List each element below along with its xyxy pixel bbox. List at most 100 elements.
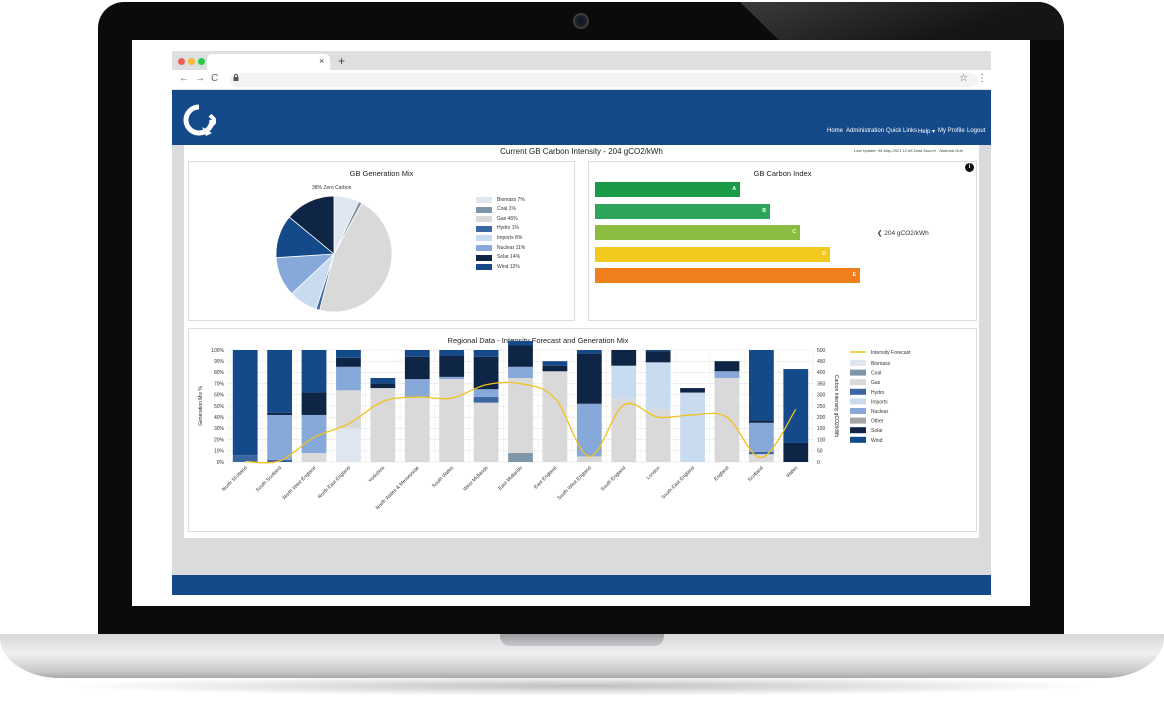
pie-slice-solar[interactable] [288, 195, 335, 255]
bar-wind[interactable] [267, 350, 293, 413]
generation-mix-pie[interactable] [272, 192, 397, 317]
regional-chart[interactable]: 100%90%80%70%60%50%40%30%20%10%0%5004504… [188, 340, 977, 532]
nav-item-1[interactable]: Administration [846, 128, 885, 134]
nav-item-0[interactable]: Home [827, 128, 844, 134]
nav-item-5[interactable]: Logout [967, 128, 986, 134]
bar-solar[interactable] [783, 442, 809, 462]
bar-solar[interactable] [714, 361, 740, 372]
pie-slice-gas[interactable] [319, 202, 393, 313]
bar-imports[interactable] [645, 362, 671, 410]
nav-item-4[interactable]: My Profile [938, 128, 965, 134]
bar-gas[interactable] [370, 388, 396, 462]
bar-hydro[interactable] [232, 455, 258, 462]
legend-label[interactable]: Other [871, 419, 884, 425]
intensity-forecast-line[interactable] [245, 381, 797, 464]
forward-icon[interactable]: → [195, 73, 205, 84]
bar-nuclear[interactable] [267, 414, 293, 460]
legend-label[interactable]: Biomass 7% [497, 196, 525, 203]
bar-gas[interactable] [404, 397, 430, 462]
bar-solar[interactable] [680, 388, 705, 393]
legend-label[interactable]: Imports 8% [497, 234, 523, 241]
legend-label[interactable]: Gas [871, 380, 881, 386]
nav-item-3[interactable]: Help ▾ [918, 129, 936, 135]
bar-solar[interactable] [336, 357, 361, 367]
close-window-icon[interactable] [178, 58, 185, 65]
legend-label[interactable]: Biomass [871, 361, 891, 367]
bar-nuclear[interactable] [714, 371, 740, 378]
bar-gas[interactable] [714, 378, 740, 462]
bar-hydro[interactable] [748, 451, 774, 455]
carbon-band-c[interactable]: C [595, 225, 800, 240]
minimize-window-icon[interactable] [188, 58, 195, 65]
bookmark-star-icon[interactable]: ☆ [959, 73, 968, 84]
bar-solar[interactable] [301, 392, 327, 415]
bar-wind[interactable] [748, 350, 774, 421]
bar-solar[interactable] [267, 412, 293, 415]
bar-gas[interactable] [645, 409, 671, 462]
bar-gas[interactable] [301, 453, 327, 462]
carbon-band-b[interactable]: B [595, 203, 770, 219]
legend-label[interactable]: Gas 46% [497, 215, 518, 222]
browser-tab[interactable] [207, 54, 330, 70]
bar-solar[interactable] [370, 383, 396, 389]
bar-wind[interactable] [645, 350, 671, 352]
bar-solar[interactable] [645, 351, 671, 363]
bar-wind[interactable] [336, 350, 361, 358]
bar-gas[interactable] [473, 402, 499, 462]
bar-nuclear[interactable] [748, 422, 774, 452]
carbon-band-d[interactable]: D [595, 246, 830, 262]
legend-label[interactable]: Nuclear 11% [497, 244, 526, 251]
bar-wind[interactable] [404, 350, 430, 357]
url-input[interactable] [230, 73, 978, 87]
bar-solar[interactable] [611, 350, 637, 366]
reload-icon[interactable]: C [211, 73, 219, 84]
new-tab-icon[interactable]: + [338, 54, 346, 68]
info-icon[interactable]: i [965, 163, 974, 172]
bar-nuclear[interactable] [439, 376, 465, 380]
bar-wind[interactable] [783, 369, 809, 443]
bar-wind[interactable] [508, 341, 533, 346]
app-logo[interactable] [182, 103, 216, 137]
bar-nuclear[interactable] [404, 379, 430, 398]
maximize-window-icon[interactable] [198, 58, 205, 65]
legend-label[interactable]: Solar 14% [497, 254, 521, 261]
bar-solar[interactable] [404, 356, 430, 380]
bar-imports[interactable] [611, 365, 637, 400]
bar-solar[interactable] [542, 365, 568, 372]
back-icon[interactable]: ← [179, 73, 189, 84]
legend-label[interactable]: Hydro 1% [497, 225, 519, 232]
legend-label[interactable]: Hydro [871, 390, 885, 396]
nav-item-2[interactable]: Quick Links [886, 128, 918, 134]
legend-label[interactable]: Intensity Forecast [871, 350, 911, 356]
bar-nuclear[interactable] [576, 403, 602, 457]
legend-label[interactable]: Nuclear [871, 409, 889, 415]
legend-label[interactable]: Coal [871, 371, 881, 377]
bar-gas[interactable] [439, 379, 465, 462]
legend-label[interactable]: Wind 12% [497, 263, 520, 270]
bar-wind[interactable] [232, 350, 258, 456]
bar-wind[interactable] [439, 350, 465, 356]
bar-wind[interactable] [301, 350, 327, 393]
bar-solar[interactable] [748, 420, 774, 423]
bar-solar[interactable] [576, 353, 602, 404]
bar-nuclear[interactable] [336, 366, 361, 391]
carbon-band-e[interactable]: E [595, 268, 860, 283]
bar-coal[interactable] [508, 453, 533, 462]
legend-label[interactable]: Coal 1% [497, 206, 516, 213]
browser-menu-icon[interactable]: ⋮ [977, 73, 987, 84]
carbon-band-a[interactable]: A [595, 182, 740, 197]
bar-wind[interactable] [473, 350, 499, 357]
bar-nuclear[interactable] [508, 366, 533, 378]
bar-gas[interactable] [336, 390, 361, 429]
bar-wind[interactable] [370, 378, 396, 384]
tab-close-icon[interactable]: × [319, 56, 325, 66]
bar-imports[interactable] [680, 392, 705, 462]
bar-hydro[interactable] [473, 397, 499, 403]
bar-solar[interactable] [439, 355, 465, 377]
bar-gas[interactable] [542, 371, 568, 462]
bar-wind[interactable] [542, 361, 568, 366]
legend-label[interactable]: Wind [871, 438, 883, 444]
bar-solar[interactable] [508, 345, 533, 367]
bar-gas[interactable] [611, 399, 637, 462]
bar-gas[interactable] [508, 378, 533, 454]
